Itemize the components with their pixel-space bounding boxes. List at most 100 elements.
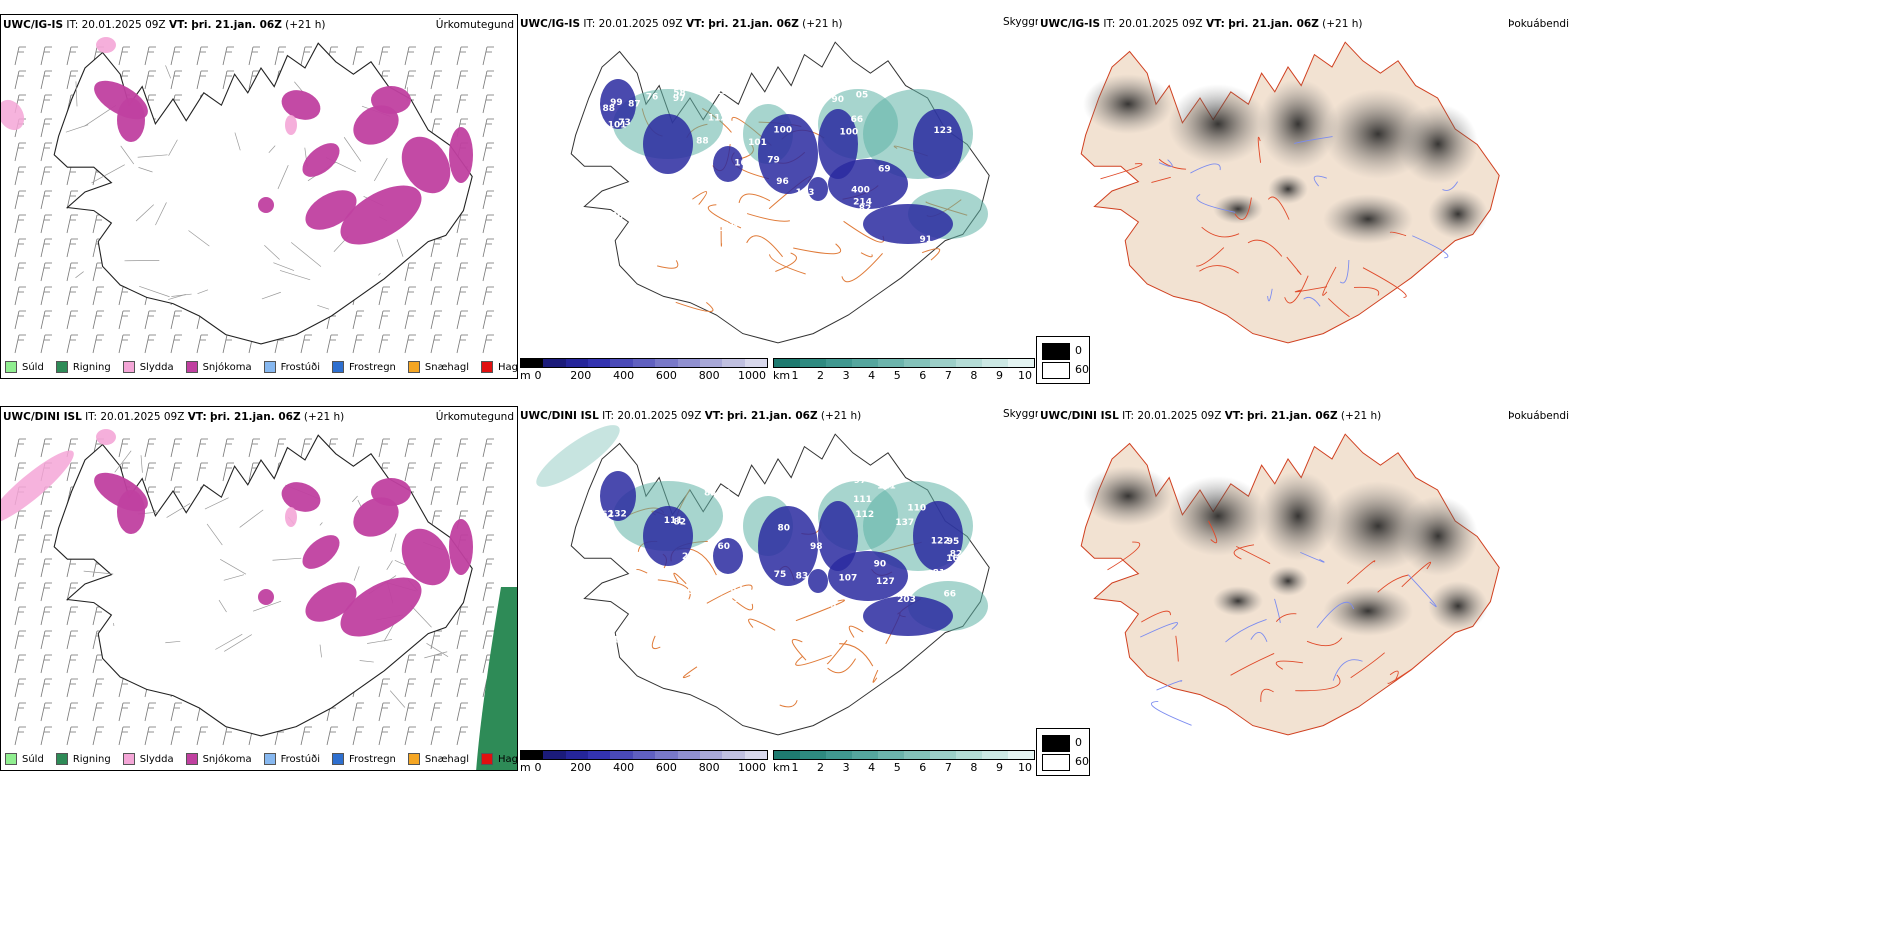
ceiling-value-label: 100 (839, 127, 858, 137)
ptype-panel-bottom: UWC/DINI ISL IT: 20.01.2025 09Z VT: þri.… (0, 406, 518, 771)
wind-barb (274, 438, 286, 458)
legend-swatch (185, 361, 198, 373)
wind-barb (170, 334, 182, 354)
legend-item: Súld (5, 753, 44, 765)
wind-barb (14, 214, 26, 234)
ceiling-value-label: 160 (946, 554, 965, 564)
colorbar-step (588, 751, 611, 759)
wind-barb (118, 678, 130, 698)
ceiling-value-label: 101 (792, 623, 811, 633)
road-line (91, 164, 125, 184)
road-line (706, 584, 753, 604)
road-line (1257, 136, 1262, 163)
wind-barb (248, 438, 260, 458)
ceiling-value-label: 66 (851, 115, 864, 125)
ceiling-value-label: 121 (877, 482, 896, 492)
colorbar-tick-label: 3 (842, 761, 850, 774)
precip-type-legend: Súld Rigning Slydda Snjókoma Frostúði Frostre… (5, 753, 517, 765)
ceiling-value-label: 72 (811, 84, 824, 94)
colorbar-swatches (520, 358, 768, 368)
colorbar-step (677, 751, 700, 759)
road-line (793, 243, 842, 255)
wind-barb (40, 606, 52, 626)
ceiling-value-label: 463 (631, 196, 650, 206)
ceiling-value-label: 62 (601, 510, 614, 520)
low-ceiling-area (758, 114, 818, 194)
colorbar-step (655, 359, 678, 367)
precip-type-legend: Súld Rigning Slydda Snjókoma Frostúði Frostre… (5, 361, 517, 373)
fog-area (1268, 566, 1308, 596)
ceiling-value-label: 137 (804, 224, 823, 234)
road-line (75, 81, 78, 107)
legend-item: Slydda (122, 753, 174, 765)
fog-area (1428, 189, 1488, 239)
wind-barb (144, 70, 156, 90)
wind-barb (40, 262, 52, 282)
wind-barb (144, 462, 156, 482)
wind-barb (66, 678, 78, 698)
road-line (319, 644, 322, 658)
colorbar-tick-label: 8 (970, 761, 978, 774)
snow-area (117, 490, 145, 534)
ceiling-value-label: 52 (718, 489, 731, 499)
wind-barb (144, 438, 156, 458)
colorbar-step (588, 359, 611, 367)
road-line (396, 239, 404, 257)
wind-barb (14, 286, 26, 306)
ptype-panel-top: UWC/IG-IS IT: 20.01.2025 09Z VT: þri. 21… (0, 14, 518, 379)
legend-label: Frostúði (280, 753, 320, 765)
colorbar-step (930, 359, 956, 367)
road-line (374, 157, 388, 182)
road-line (795, 654, 832, 666)
wind-barb (66, 462, 78, 482)
wind-barb (430, 238, 442, 258)
wind-barb (40, 142, 52, 162)
wind-barb (40, 438, 52, 458)
road-line (1233, 544, 1255, 560)
road-line (218, 599, 227, 613)
low-visibility-area (536, 425, 620, 487)
wind-barb (66, 310, 78, 330)
road-line (239, 509, 264, 528)
fog-area (1398, 496, 1478, 576)
wind-barb (430, 262, 442, 282)
fog-legend-light-label: 60 (1075, 363, 1089, 376)
wind-barb (430, 486, 442, 506)
road-line (707, 204, 742, 229)
road-line (1208, 520, 1218, 544)
ceiling-value-label: 99 (610, 98, 623, 108)
wind-barb (66, 190, 78, 210)
ceiling-value-label: 63 (686, 629, 699, 639)
colorbar-tick-label: 0 (534, 369, 542, 382)
road-line (1442, 181, 1459, 191)
legend-label: Rigning (72, 361, 111, 373)
colorbar-tick-label: 400 (613, 761, 635, 774)
snow-area (401, 136, 451, 194)
wind-barb (300, 726, 312, 746)
wind-barb (482, 190, 494, 210)
road-line (197, 289, 209, 295)
fog-area (1428, 581, 1488, 631)
legend-swatch (407, 361, 420, 373)
ceiling-value-label: 79 (667, 226, 680, 236)
wind-barb (40, 166, 52, 186)
wind-barb (404, 262, 416, 282)
ceiling-value-label: 73 (618, 118, 631, 128)
legend-swatch (55, 361, 68, 373)
road-line (367, 639, 393, 644)
wind-barb (40, 558, 52, 578)
ceiling-value-label: 132 (608, 510, 627, 520)
wind-barb (40, 190, 52, 210)
wind-barb (482, 214, 494, 234)
road-line (651, 635, 661, 650)
colorbar-step (632, 359, 656, 367)
colorbar-step (774, 751, 800, 759)
wind-barb (92, 334, 104, 354)
ceiling-value-label: 128 (719, 224, 738, 234)
legend-swatch (332, 753, 344, 765)
panel-product: Úrkomutegund (435, 411, 514, 423)
ceiling-value-label: 109 (698, 579, 717, 589)
wind-barb (118, 46, 130, 66)
road-line (1275, 613, 1297, 623)
road-line (155, 202, 167, 226)
